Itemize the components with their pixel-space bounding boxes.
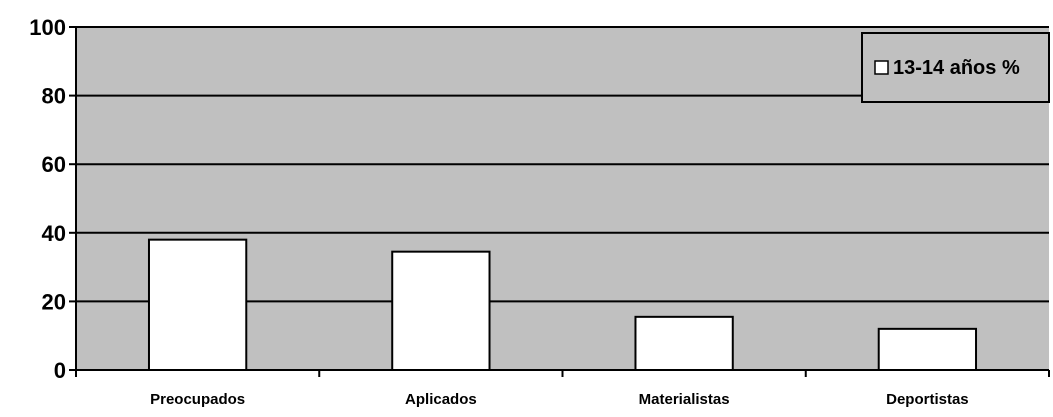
legend: 13-14 años % [861, 32, 1050, 103]
x-ticks: Preocupados Aplicados Materialistas Deporti… [75, 370, 1050, 408]
y-tick-label: 0 [54, 358, 66, 383]
bar [147, 238, 248, 371]
bar [877, 327, 978, 371]
legend-swatch [874, 60, 889, 75]
bars [147, 238, 978, 371]
y-ticks: 0 20 40 60 80 100 [29, 15, 76, 383]
bar [391, 250, 491, 371]
legend-box [861, 32, 1050, 103]
x-tick-label: Aplicados [405, 391, 477, 408]
x-tick-label: Materialistas [639, 391, 730, 408]
x-tick-label: Preocupados [150, 391, 245, 408]
y-tick-label: 100 [29, 15, 66, 40]
x-tick-label: Deportistas [886, 391, 969, 408]
legend-label: 13-14 años % [893, 57, 1020, 79]
y-tick-label: 60 [42, 152, 66, 177]
bar [634, 315, 734, 371]
y-tick-label: 40 [42, 221, 66, 246]
y-tick-label: 20 [42, 289, 66, 314]
y-tick-label: 80 [42, 84, 66, 109]
